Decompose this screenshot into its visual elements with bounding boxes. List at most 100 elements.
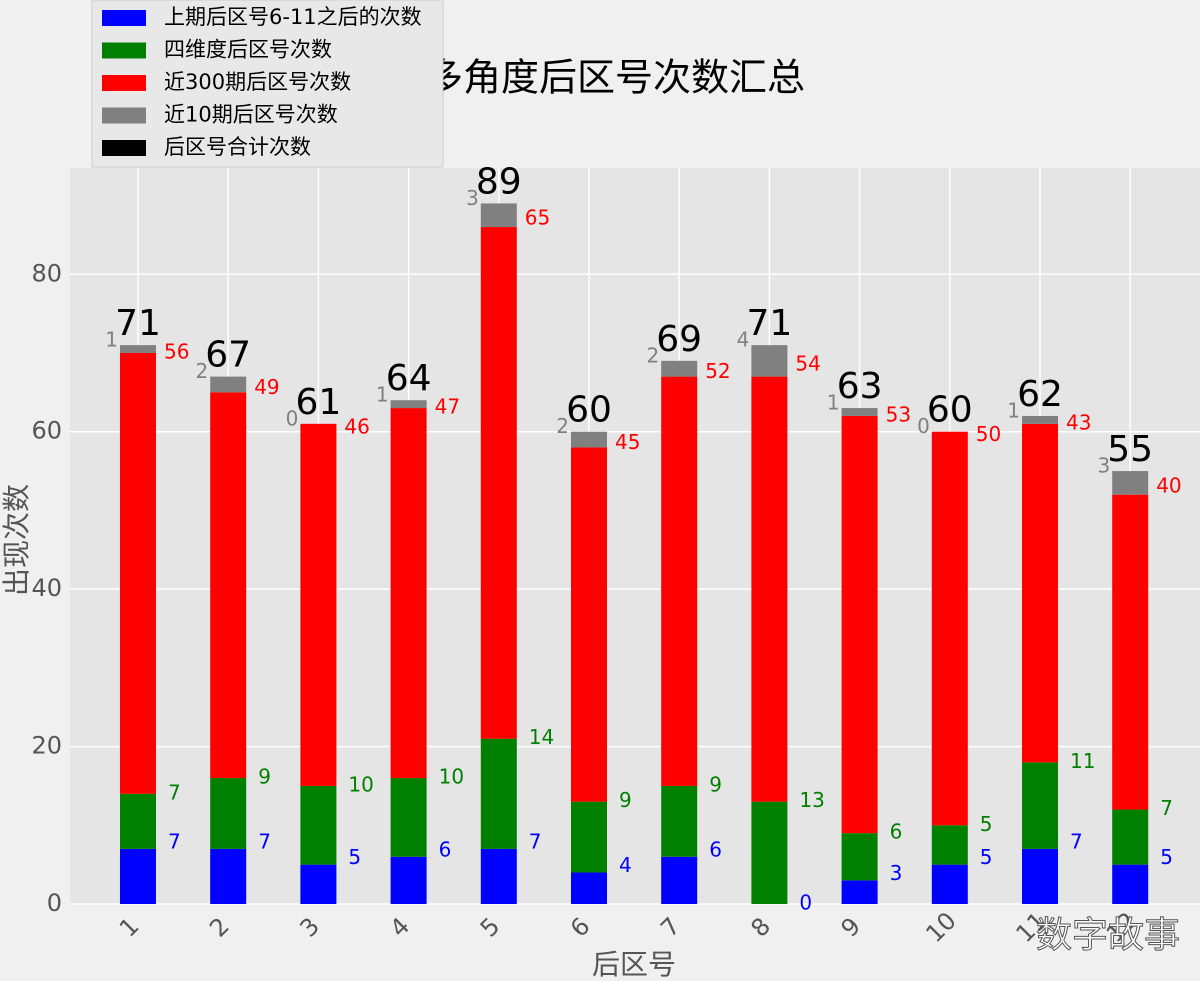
bar-segment [1112,494,1149,810]
bar-segment [210,376,247,393]
legend-label: 后区号合计次数 [164,135,311,159]
data-label: 11 [1070,749,1095,773]
data-label: 52 [705,359,730,383]
bar-segment [390,400,427,409]
x-tick-label: 9 [836,912,867,943]
data-label: 6 [709,837,722,861]
x-tick-label: 6 [565,912,596,943]
data-label: 5 [348,845,361,869]
x-tick-label: 3 [294,912,325,943]
data-label: 10 [348,772,373,796]
legend-label: 近300期后区号次数 [164,70,351,94]
total-label: 89 [476,161,522,202]
x-tick-label: 7 [655,912,686,943]
data-label: 0 [917,414,930,438]
data-label: 0 [286,406,299,430]
total-label: 61 [295,382,341,423]
data-label: 9 [709,772,722,796]
bar-segment [751,345,788,377]
bar-segment [661,785,698,857]
bar-segment [751,376,788,802]
data-label: 14 [529,725,554,749]
data-label: 7 [529,829,542,853]
data-label: 5 [1160,845,1173,869]
legend-swatch [102,140,146,156]
data-label: 43 [1066,410,1091,434]
legend-label: 四维度后区号次数 [164,38,332,62]
bar-segment [841,408,878,416]
bar-segment [931,431,968,826]
bar-segment [210,778,247,849]
data-label: 9 [619,788,632,812]
total-label: 62 [1017,374,1063,415]
bar-segment [931,825,968,865]
legend-label: 上期后区号6-11之后的次数 [164,5,422,29]
bar-segment [661,856,698,904]
data-label: 10 [439,765,464,789]
x-tick-label: 8 [745,912,776,943]
data-label: 9 [258,765,271,789]
bar-segment [300,423,337,786]
bar-segment [120,848,156,904]
total-label: 60 [566,390,612,431]
x-tick-label: 4 [385,912,416,943]
total-label: 64 [386,358,432,399]
bar-segment [390,778,427,857]
data-label: 3 [1097,454,1110,478]
data-label: 4 [737,328,750,352]
bar-segment [1022,423,1058,763]
y-axis-label: 出现次数 [0,484,33,596]
data-label: 7 [258,829,271,853]
bar-segment [1112,864,1149,904]
bar-segment [661,360,698,377]
legend-box [91,0,444,168]
x-axis-label: 后区号 [592,948,676,981]
y-tick-label: 20 [31,732,62,760]
data-label: 4 [619,853,632,877]
y-tick-label: 60 [31,417,62,445]
total-label: 71 [746,303,792,344]
legend-label: 近10期后区号次数 [164,103,338,127]
data-label: 65 [525,206,550,230]
bar-segment [480,203,517,228]
bar-segment [300,785,337,865]
data-label: 5 [980,812,993,836]
data-label: 7 [1070,829,1083,853]
bar-segment [480,738,517,849]
total-label: 60 [927,390,973,431]
data-label: 54 [795,351,820,375]
data-label: 1 [376,383,389,407]
total-label: 63 [837,366,883,407]
bar-segment [1022,762,1058,849]
plot-area [70,168,1200,904]
bar-segment [210,848,247,904]
data-label: 3 [466,186,479,210]
x-tick-label: 2 [204,912,235,943]
data-label: 1 [827,391,840,415]
bar-segment [480,848,517,904]
legend: 上期后区号6-11之后的次数四维度后区号次数近300期后区号次数近10期后区号次… [91,0,444,168]
data-label: 7 [168,780,181,804]
x-tick-label: 1 [114,912,145,943]
bar-segment [841,880,878,904]
legend-swatch [102,10,146,26]
legend-swatch [102,107,146,124]
bar-segment [210,392,247,779]
data-label: 53 [886,403,911,427]
bar-segment [1112,809,1149,865]
data-label: 2 [556,414,569,438]
data-label: 1 [105,328,118,352]
bar-segment [571,801,607,873]
data-label: 7 [1160,796,1173,820]
x-tick-label: 10 [920,907,961,948]
x-tick-label: 5 [475,912,506,943]
legend-swatch [102,75,146,91]
data-label: 5 [980,845,993,869]
data-label: 6 [890,820,903,844]
total-label: 69 [656,319,702,360]
bar-segment [120,352,156,794]
y-tick-label: 0 [47,889,62,917]
data-label: 56 [164,340,189,364]
data-label: 47 [435,395,460,419]
